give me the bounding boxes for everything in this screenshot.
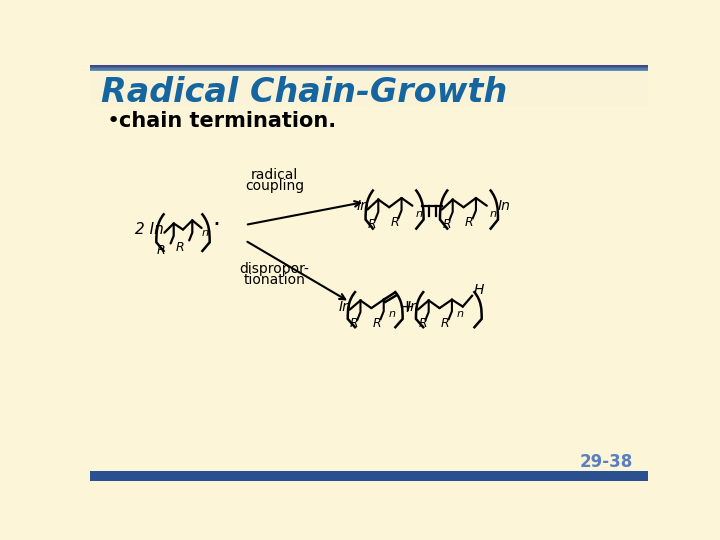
Text: •: •	[107, 111, 120, 131]
Text: chain termination.: chain termination.	[120, 111, 336, 131]
Text: R: R	[442, 218, 451, 231]
Text: n: n	[388, 309, 395, 319]
Text: R: R	[157, 244, 166, 257]
Text: coupling: coupling	[245, 179, 304, 193]
Text: +: +	[400, 298, 415, 316]
Text: R: R	[464, 217, 473, 230]
Text: R: R	[372, 318, 381, 330]
Text: n: n	[202, 228, 209, 238]
Text: n: n	[456, 309, 464, 319]
Text: dispropor-: dispropor-	[240, 262, 310, 276]
Text: In: In	[356, 199, 369, 213]
Text: H: H	[474, 282, 484, 296]
Text: R: R	[441, 318, 449, 330]
Text: R: R	[418, 318, 427, 330]
Bar	[90, 65, 648, 66]
Text: R: R	[390, 217, 399, 230]
Text: In: In	[498, 199, 510, 213]
Bar	[90, 66, 648, 68]
Bar	[90, 471, 648, 481]
Text: 29-38: 29-38	[580, 453, 632, 471]
Text: R: R	[350, 318, 359, 330]
Text: In: In	[339, 300, 351, 314]
Text: Radical Chain-Growth: Radical Chain-Growth	[101, 76, 507, 109]
Bar	[90, 70, 648, 71]
Text: n: n	[490, 210, 497, 219]
Text: R: R	[176, 241, 184, 254]
Text: R: R	[368, 218, 377, 231]
Bar	[90, 66, 648, 67]
Text: tionation: tionation	[243, 273, 305, 287]
Text: radical: radical	[251, 168, 298, 182]
Text: ·: ·	[212, 213, 220, 237]
Bar	[90, 65, 648, 105]
Bar	[90, 69, 648, 70]
Text: n: n	[415, 210, 423, 219]
Bar	[90, 68, 648, 69]
Text: In: In	[407, 300, 420, 314]
Text: 2 In: 2 In	[135, 222, 163, 237]
